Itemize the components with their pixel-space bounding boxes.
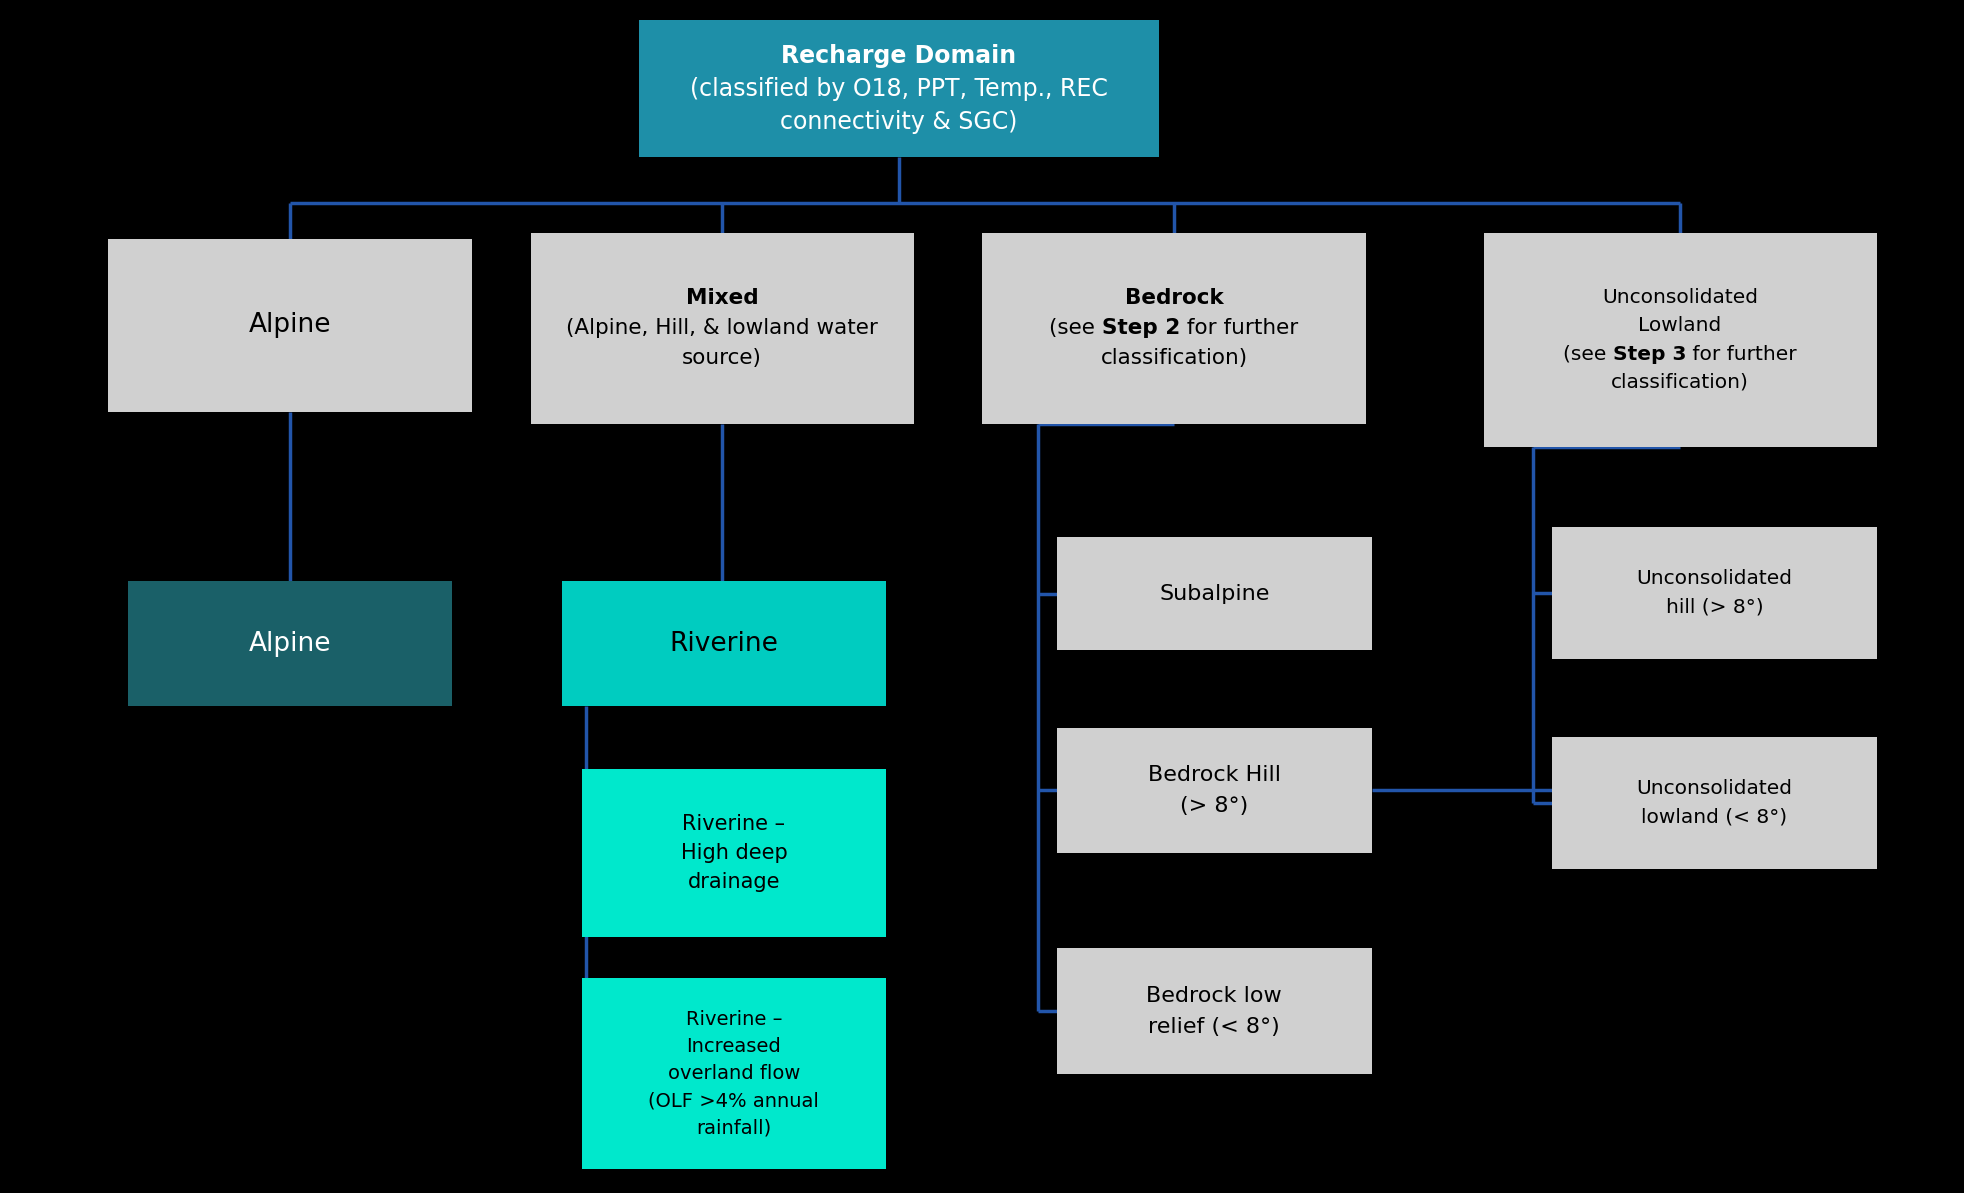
Text: (see Step 2 for further: (see Step 2 for further [1053,319,1294,338]
Text: Bedrock Hill: Bedrock Hill [1147,765,1281,785]
Text: drainage: drainage [687,872,780,892]
FancyBboxPatch shape [1552,527,1876,659]
Text: (see: (see [1049,319,1102,338]
Text: (see Step 2 for further: (see Step 2 for further [1053,319,1294,338]
Text: (> 8°): (> 8°) [1180,796,1247,816]
Text: for further: for further [1180,319,1298,338]
FancyBboxPatch shape [108,239,471,412]
Text: (see Step 3 for further: (see Step 3 for further [1567,345,1791,364]
FancyBboxPatch shape [982,233,1365,424]
Text: lowland (< 8°): lowland (< 8°) [1640,808,1787,827]
FancyBboxPatch shape [581,769,886,937]
Text: Unconsolidated: Unconsolidated [1601,289,1758,308]
Text: classification): classification) [1100,348,1247,369]
Text: classification): classification) [1100,348,1247,369]
Text: Unconsolidated: Unconsolidated [1601,289,1758,308]
Text: hill (> 8°): hill (> 8°) [1665,598,1762,617]
Text: Lowland: Lowland [1638,316,1720,335]
Text: Bedrock: Bedrock [1123,288,1224,308]
FancyBboxPatch shape [1483,233,1876,447]
Text: Riverine –: Riverine – [682,814,786,834]
Text: Unconsolidated: Unconsolidated [1636,779,1791,798]
Text: classification): classification) [1610,372,1748,391]
FancyBboxPatch shape [530,233,913,424]
FancyBboxPatch shape [1057,728,1371,853]
Text: (classified by O18, PPT, Temp., REC: (classified by O18, PPT, Temp., REC [689,76,1108,101]
Text: rainfall): rainfall) [695,1119,772,1138]
FancyBboxPatch shape [1552,737,1876,869]
Text: Recharge Domain: Recharge Domain [782,44,1015,68]
Text: Step 2: Step 2 [1102,319,1180,338]
Text: Step 3: Step 3 [1612,345,1685,364]
Text: relief (< 8°): relief (< 8°) [1147,1016,1281,1037]
Text: Increased: Increased [685,1037,782,1056]
Text: connectivity & SGC): connectivity & SGC) [780,110,1017,134]
Text: Alpine: Alpine [249,631,330,656]
FancyBboxPatch shape [562,581,886,706]
FancyBboxPatch shape [1057,537,1371,650]
FancyBboxPatch shape [1483,233,1876,447]
Text: Bedrock: Bedrock [1123,288,1224,308]
Text: Riverine –: Riverine – [685,1009,782,1028]
Text: for further: for further [1685,345,1797,364]
Text: overland flow: overland flow [668,1064,799,1083]
Text: Subalpine: Subalpine [1159,583,1269,604]
FancyBboxPatch shape [982,233,1365,424]
Text: Lowland: Lowland [1638,316,1720,335]
Text: (see Step 3 for further: (see Step 3 for further [1567,345,1791,364]
Text: Alpine: Alpine [249,313,330,338]
Text: (see: (see [1561,345,1612,364]
FancyBboxPatch shape [638,20,1159,157]
Text: Riverine: Riverine [670,631,778,656]
FancyBboxPatch shape [128,581,452,706]
Text: Unconsolidated: Unconsolidated [1636,569,1791,588]
Text: source): source) [682,348,762,369]
Text: High deep: High deep [680,843,788,863]
Text: classification): classification) [1610,372,1748,391]
Text: Mixed: Mixed [685,288,758,308]
Text: (OLF >4% annual: (OLF >4% annual [648,1092,819,1111]
Text: Bedrock low: Bedrock low [1145,985,1282,1006]
FancyBboxPatch shape [1057,948,1371,1074]
Text: (Alpine, Hill, & lowland water: (Alpine, Hill, & lowland water [566,319,878,338]
FancyBboxPatch shape [581,978,886,1169]
